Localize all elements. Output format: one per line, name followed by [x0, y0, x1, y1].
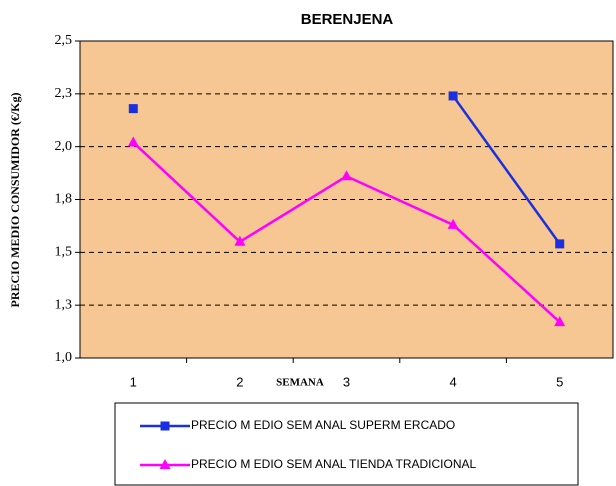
x-tick-label: 2	[236, 374, 243, 389]
x-axis-title: SEMANA	[276, 377, 324, 389]
x-tick-label: 5	[556, 374, 563, 389]
marker	[127, 136, 139, 147]
legend-label: PRECIO M EDIO SEM ANAL SUPERM ERCADO	[191, 418, 455, 432]
legend-marker	[159, 459, 171, 469]
y-tick-label: 2,3	[55, 86, 73, 101]
marker	[447, 218, 459, 229]
legend-box	[114, 402, 579, 486]
series-line	[452, 95, 561, 245]
marker	[234, 235, 246, 246]
y-axis-title: PRECIO MEDIO CONSUMIDOR (€/Kg)	[8, 92, 22, 307]
marker	[554, 316, 566, 327]
x-tick-label: 3	[343, 374, 350, 389]
marker	[341, 170, 352, 181]
y-tick-label: 1,0	[55, 350, 73, 365]
x-tick-label: 1	[130, 374, 137, 389]
y-tick-label: 1,5	[55, 245, 73, 260]
chart-title: BERENJENA	[301, 11, 394, 28]
y-tick-label: 1,8	[55, 192, 73, 207]
marker	[448, 91, 458, 101]
marker	[128, 104, 138, 114]
marker	[555, 239, 565, 249]
y-tick-label: 2,5	[55, 33, 73, 48]
x-tick-label: 4	[449, 374, 456, 389]
y-tick-label: 1,3	[55, 297, 73, 312]
legend-label: PRECIO M EDIO SEM ANAL TIENDA TRADICIONA…	[191, 457, 477, 471]
y-tick-label: 2,0	[55, 139, 73, 154]
legend-marker	[160, 421, 170, 431]
plot-border	[79, 40, 614, 359]
